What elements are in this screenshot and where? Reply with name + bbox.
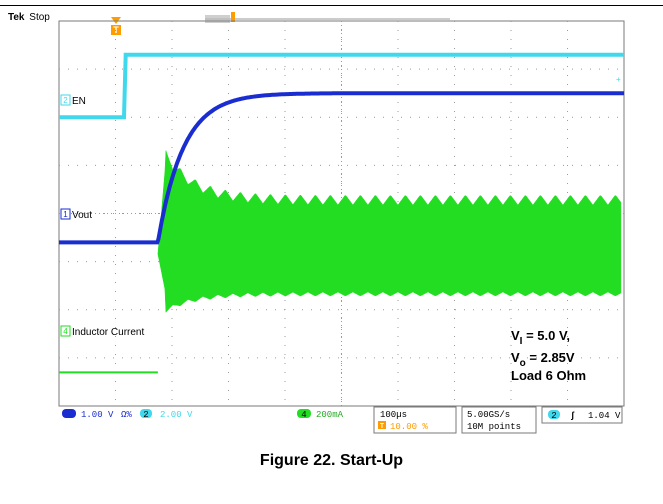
trigger-slope: ʃ bbox=[570, 411, 575, 421]
svg-text:T: T bbox=[113, 25, 119, 35]
svg-text:Tek Stop: Tek Stop bbox=[8, 12, 50, 23]
ch1-coupling: Ω% bbox=[121, 410, 132, 420]
ch4-badge bbox=[297, 409, 311, 418]
vo-value: = 2.85V bbox=[526, 350, 575, 365]
trigger-position: 10.00 % bbox=[390, 422, 428, 432]
channel-name-2: EN bbox=[72, 96, 86, 107]
oscilloscope-screenshot: Tek Stop T 2 EN 1 Vout 4 Inductor Current + VI… bbox=[8, 12, 625, 434]
record-length: 10M points bbox=[467, 422, 521, 432]
ch4-id: 4 bbox=[301, 410, 306, 420]
ch1-badge bbox=[62, 409, 76, 418]
sample-rate: 5.00GS/s bbox=[467, 410, 510, 420]
vo-symbol: V bbox=[511, 350, 520, 365]
vin-symbol: V bbox=[511, 328, 520, 343]
channel-id-2: 2 bbox=[63, 96, 68, 105]
en-trace bbox=[59, 52, 624, 120]
channel-label-4: 4 Inductor Current bbox=[60, 325, 144, 338]
en-offset-marker: + bbox=[616, 75, 621, 84]
vo-subscript: o bbox=[520, 358, 526, 369]
waveforms bbox=[59, 52, 624, 374]
page-top-rule bbox=[0, 5, 663, 6]
brand-label: Tek bbox=[8, 12, 25, 23]
timebase: 100µs bbox=[380, 410, 407, 420]
channel-name-4: Inductor Current bbox=[72, 327, 144, 338]
channel-label-2: 2 EN bbox=[60, 94, 86, 107]
channel-id-4: 4 bbox=[63, 327, 68, 336]
acquisition-status: Stop bbox=[29, 12, 50, 23]
vout-trace bbox=[59, 91, 624, 245]
trigger-level: 1.04 V bbox=[588, 411, 621, 421]
ch2-id: 2 bbox=[143, 410, 148, 420]
readout-bar: 1.00 V Ω% 2 2.00 V 4 200mA 100µs T 10.00… bbox=[59, 405, 624, 434]
trigger-ch-badge bbox=[548, 410, 560, 419]
channel-name-1: Vout bbox=[72, 210, 92, 221]
ch2-scale: 2.00 V bbox=[160, 410, 193, 420]
ch1-scale: 1.00 V bbox=[81, 410, 114, 420]
vin-subscript: I bbox=[520, 336, 523, 347]
inductor-current-trace bbox=[157, 150, 622, 313]
trigger-channel: 2 bbox=[551, 411, 556, 421]
record-view-indicator bbox=[205, 12, 450, 23]
figure-caption: Figure 22. Start-Up bbox=[259, 452, 404, 469]
timebase-box bbox=[373, 406, 457, 434]
acquisition-box bbox=[461, 406, 537, 434]
trigger-box bbox=[541, 406, 623, 424]
vin-value: = 5.0 V, bbox=[522, 328, 570, 343]
svg-text:Vo = 2.85V: Vo = 2.85V bbox=[511, 350, 575, 369]
ch2-badge bbox=[140, 409, 152, 418]
load-value: Load 6 Ohm bbox=[511, 368, 586, 383]
svg-text:VI = 5.0 V,: VI = 5.0 V, bbox=[511, 328, 570, 347]
channel-label-1: 1 Vout bbox=[60, 208, 92, 221]
trigger-position-marker: T bbox=[111, 17, 121, 35]
svg-text:T: T bbox=[380, 423, 384, 431]
ch4-scale: 200mA bbox=[316, 410, 344, 420]
channel-id-1: 1 bbox=[63, 210, 68, 219]
test-conditions-annotation: VI = 5.0 V, Vo = 2.85V Load 6 Ohm bbox=[511, 328, 586, 383]
